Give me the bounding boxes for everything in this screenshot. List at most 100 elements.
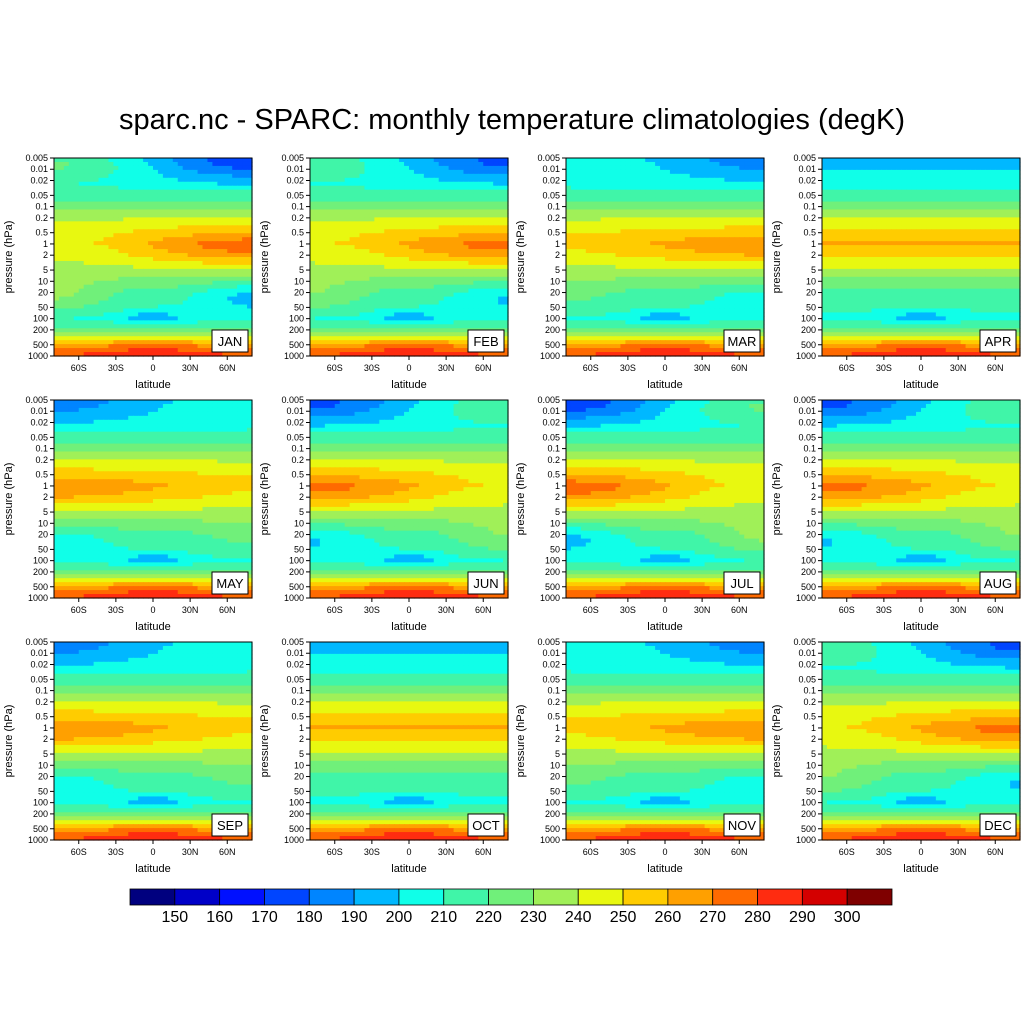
contour-cell bbox=[610, 241, 617, 246]
contour-cell bbox=[182, 229, 189, 234]
contour-cell bbox=[314, 324, 321, 329]
contour-cell bbox=[73, 237, 80, 242]
contour-cell bbox=[394, 173, 400, 179]
contour-cell bbox=[369, 249, 375, 254]
contour-cell bbox=[630, 177, 636, 183]
contour-cell bbox=[73, 300, 80, 306]
contour-cell bbox=[679, 197, 686, 203]
contour-cell bbox=[98, 296, 105, 302]
contour-cell bbox=[575, 201, 582, 207]
contour-cell bbox=[640, 241, 646, 246]
contour-cell bbox=[650, 241, 656, 246]
contour-cell bbox=[754, 165, 760, 171]
contour-cell bbox=[73, 352, 80, 357]
contour-cell bbox=[453, 233, 460, 238]
contour-cell bbox=[98, 209, 105, 215]
contour-cell bbox=[448, 340, 455, 345]
contour-cell bbox=[242, 257, 248, 262]
contour-cell bbox=[503, 173, 509, 179]
contour-cell bbox=[88, 158, 95, 163]
contour-cell bbox=[620, 221, 626, 226]
contour-cell bbox=[222, 158, 228, 163]
contour-cell bbox=[699, 197, 706, 203]
contour-cell bbox=[78, 245, 85, 250]
contour-cell bbox=[575, 173, 582, 179]
contour-cell bbox=[369, 257, 375, 262]
y-tick-label: 1000 bbox=[284, 351, 304, 361]
contour-cell bbox=[488, 241, 494, 246]
contour-cell bbox=[103, 249, 110, 254]
contour-cell bbox=[389, 158, 395, 163]
contour-cell bbox=[428, 324, 435, 329]
contour-cell bbox=[227, 260, 233, 266]
contour-cell bbox=[580, 213, 587, 218]
contour-cell bbox=[58, 260, 65, 266]
contour-cell bbox=[714, 173, 721, 179]
contour-cell bbox=[374, 241, 380, 246]
contour-cell bbox=[172, 348, 179, 353]
contour-cell bbox=[334, 177, 341, 183]
contour-cell bbox=[404, 280, 410, 286]
contour-cell bbox=[162, 276, 169, 282]
contour-cell bbox=[207, 237, 213, 242]
contour-cell bbox=[162, 260, 169, 266]
contour-cell bbox=[247, 169, 253, 175]
contour-cell bbox=[329, 229, 336, 234]
contour-cell bbox=[217, 296, 223, 302]
contour-cell bbox=[83, 352, 90, 357]
contour-cell bbox=[498, 308, 504, 314]
contour-cell bbox=[409, 288, 415, 294]
contour-cell bbox=[620, 217, 626, 222]
contour-cell bbox=[488, 280, 494, 286]
contour-cell bbox=[443, 292, 450, 298]
contour-cell bbox=[660, 217, 666, 222]
contour-cell bbox=[222, 173, 228, 179]
contour-cell bbox=[379, 197, 385, 203]
contour-cell bbox=[413, 344, 420, 349]
contour-cell bbox=[458, 264, 465, 270]
contour-cell bbox=[359, 193, 366, 199]
contour-cell bbox=[625, 221, 631, 226]
contour-cell bbox=[167, 348, 174, 353]
contour-cell bbox=[113, 312, 119, 317]
contour-cell bbox=[78, 237, 85, 242]
contour-cell bbox=[247, 253, 253, 258]
contour-cell bbox=[744, 185, 750, 191]
contour-cell bbox=[448, 173, 455, 179]
contour-cell bbox=[389, 268, 395, 274]
contour-cell bbox=[630, 193, 636, 199]
contour-cell bbox=[344, 217, 351, 222]
contour-cell bbox=[108, 201, 114, 207]
contour-cell bbox=[334, 280, 341, 286]
contour-cell bbox=[128, 276, 134, 282]
contour-cell bbox=[625, 197, 631, 203]
contour-cell bbox=[448, 332, 455, 337]
contour-cell bbox=[212, 296, 218, 302]
contour-cell bbox=[468, 272, 474, 278]
contour-cell bbox=[483, 352, 489, 357]
contour-cell bbox=[148, 241, 154, 246]
contour-cell bbox=[314, 340, 321, 345]
contour-cell bbox=[359, 284, 366, 290]
contour-cell bbox=[463, 304, 469, 310]
contour-cell bbox=[418, 292, 425, 298]
contour-cell bbox=[148, 181, 154, 187]
contour-cell bbox=[63, 233, 70, 238]
contour-cell bbox=[399, 233, 405, 238]
contour-cell bbox=[58, 165, 65, 171]
contour-cell bbox=[143, 292, 149, 298]
contour-cell bbox=[314, 328, 321, 333]
contour-cell bbox=[113, 249, 119, 254]
contour-cell bbox=[58, 158, 65, 163]
contour-cell bbox=[98, 264, 105, 270]
contour-cell bbox=[669, 217, 676, 222]
contour-cell bbox=[734, 241, 740, 246]
contour-cell bbox=[207, 221, 213, 226]
contour-cell bbox=[314, 241, 321, 246]
contour-cell bbox=[324, 292, 331, 298]
contour-cell bbox=[93, 161, 100, 167]
contour-cell bbox=[404, 257, 410, 262]
contour-cell bbox=[699, 165, 706, 171]
contour-cell bbox=[655, 209, 661, 215]
contour-cell bbox=[157, 189, 164, 195]
